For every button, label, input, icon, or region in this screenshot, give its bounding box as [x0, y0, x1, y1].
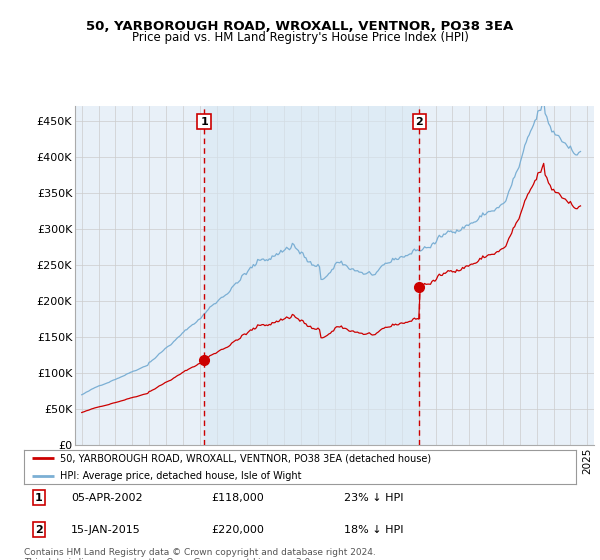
Text: 15-JAN-2015: 15-JAN-2015: [71, 525, 140, 535]
Text: 1: 1: [35, 493, 43, 503]
Text: 2: 2: [416, 116, 424, 127]
Text: 50, YARBOROUGH ROAD, WROXALL, VENTNOR, PO38 3EA: 50, YARBOROUGH ROAD, WROXALL, VENTNOR, P…: [86, 20, 514, 32]
Bar: [204, 106, 419, 445]
Text: £118,000: £118,000: [212, 493, 265, 503]
Text: 18% ↓ HPI: 18% ↓ HPI: [344, 525, 404, 535]
Text: 05-APR-2002: 05-APR-2002: [71, 493, 143, 503]
Text: HPI: Average price, detached house, Isle of Wight: HPI: Average price, detached house, Isle…: [60, 471, 301, 480]
Text: Contains HM Land Registry data © Crown copyright and database right 2024.
This d: Contains HM Land Registry data © Crown c…: [24, 548, 376, 560]
Text: £220,000: £220,000: [212, 525, 265, 535]
Text: 1: 1: [200, 116, 208, 127]
Text: 50, YARBOROUGH ROAD, WROXALL, VENTNOR, PO38 3EA (detached house): 50, YARBOROUGH ROAD, WROXALL, VENTNOR, P…: [60, 454, 431, 463]
Text: 23% ↓ HPI: 23% ↓ HPI: [344, 493, 404, 503]
Text: Price paid vs. HM Land Registry's House Price Index (HPI): Price paid vs. HM Land Registry's House …: [131, 31, 469, 44]
Text: 2: 2: [35, 525, 43, 535]
